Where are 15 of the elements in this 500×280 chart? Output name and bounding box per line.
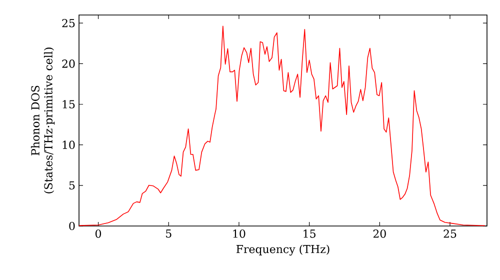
x-tick-label: 5: [166, 230, 172, 238]
y-tick-label: 25: [62, 18, 75, 28]
y-tick-label: 5: [69, 181, 75, 190]
x-tick-label: 15: [304, 230, 316, 238]
y-tick-label: 20: [62, 60, 75, 68]
x-tick-label: 10: [233, 230, 246, 238]
line-series: [79, 26, 486, 226]
y-tick-label: 15: [62, 100, 75, 108]
x-axis-title: Frequency (THz): [236, 244, 330, 256]
y-tick-label: 10: [62, 140, 75, 149]
y-axis-title: Phonon DOS (States/THz·primitive cell): [30, 48, 55, 194]
y-tick-label: 0: [69, 222, 75, 230]
x-tick-label: 25: [444, 230, 456, 238]
x-tick-label: 20: [373, 230, 386, 238]
x-tick-label: 0: [96, 230, 102, 238]
